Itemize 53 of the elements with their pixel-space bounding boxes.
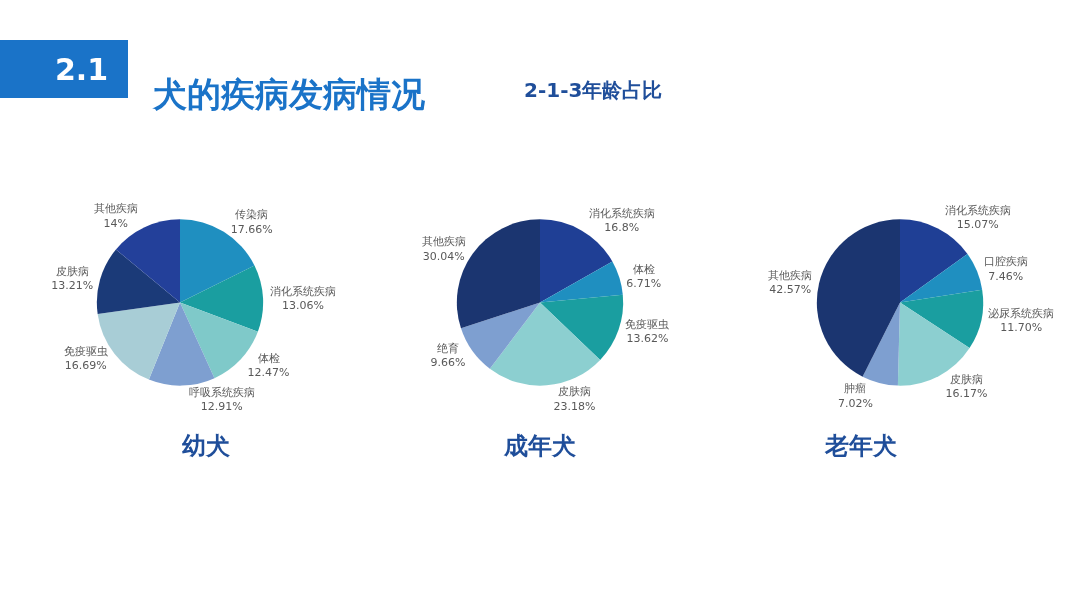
slice-label: 体检 (257, 351, 280, 365)
pie-slice (540, 261, 623, 303)
pie-slice (540, 294, 624, 360)
data-label: 6.71% (626, 276, 662, 290)
text: 成年犬 (503, 432, 577, 460)
data-label: 13.21% (51, 279, 94, 293)
pie-slice (489, 302, 601, 386)
text: 幼犬 (182, 432, 231, 460)
slice-label: 消化系统疾病 (269, 284, 336, 298)
data-label: 14% (103, 216, 128, 230)
data-label: 17.66% (230, 222, 273, 236)
pie-slice (900, 253, 983, 303)
text: 犬的疾病发病情况 (152, 74, 426, 114)
slice-label: 泌尿系统疾病 (988, 306, 1055, 320)
slice-label: 口腔疾病 (983, 255, 1028, 269)
slice-label: 消化系统疾病 (588, 206, 655, 220)
data-label: 30.04% (422, 249, 465, 263)
pie-slice (148, 302, 215, 386)
slice-label: 免疫驱虫 (63, 345, 108, 359)
pie-slice (900, 289, 984, 349)
data-label: 12.91% (200, 399, 243, 413)
data-label: 23.18% (553, 399, 596, 413)
slice-label: 皮肤病 (55, 265, 89, 279)
slice-label: 肿瘤 (844, 382, 867, 396)
text: 老年犬 (824, 432, 898, 460)
slice-label: 其他疾病 (93, 202, 138, 216)
slice-label: 体检 (632, 262, 655, 276)
data-label: 15.07% (956, 218, 999, 232)
data-label: 7.02% (837, 396, 873, 410)
data-label: 16.8% (604, 221, 640, 235)
data-label: 11.70% (1000, 321, 1043, 335)
slice-label: 其他疾病 (768, 268, 813, 282)
slice-label: 绝育 (437, 341, 460, 355)
text: 2.1 (55, 52, 109, 87)
slice-label: 皮肤病 (558, 385, 592, 399)
data-label: 9.66% (430, 356, 466, 370)
data-label: 7.46% (988, 269, 1024, 283)
data-label: 42.57% (769, 283, 812, 297)
text: 2-1-3年龄占比 (524, 78, 663, 102)
data-label: 16.17% (945, 387, 988, 401)
slice-label: 免疫驱虫 (625, 317, 670, 331)
pie-slice (96, 249, 180, 314)
data-label: 13.62% (626, 331, 669, 345)
slice-label: 皮肤病 (949, 373, 983, 387)
slice-label: 其他疾病 (421, 235, 466, 249)
data-label: 16.69% (64, 359, 107, 373)
data-label: 12.47% (247, 366, 290, 380)
data-label: 13.06% (281, 298, 324, 312)
slice-label: 呼吸系统疾病 (188, 385, 255, 399)
slice-label: 传染病 (235, 208, 269, 222)
pie-slice (816, 219, 900, 377)
pie-slice (180, 265, 264, 332)
slice-label: 消化系统疾病 (944, 204, 1011, 218)
